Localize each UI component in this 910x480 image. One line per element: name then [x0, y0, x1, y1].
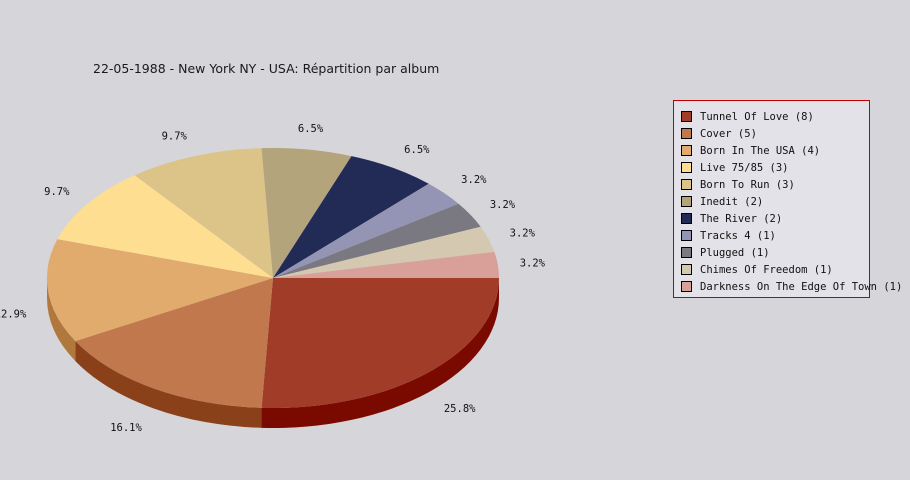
legend-item: Plugged (1)	[681, 244, 869, 261]
legend-item: Live 75/85 (3)	[681, 159, 869, 176]
pie-slice-6	[273, 156, 429, 278]
pie-label-10: 3.2%	[520, 258, 546, 270]
pie-slice-4	[134, 148, 273, 278]
legend-swatch	[681, 196, 692, 207]
legend-item: Inedit (2)	[681, 193, 869, 210]
pie-slice-10	[273, 251, 499, 278]
pie-slice-7	[273, 183, 459, 278]
legend-item: Tracks 4 (1)	[681, 227, 869, 244]
legend-label: Tunnel Of Love (8)	[700, 110, 814, 123]
pie-label-6: 6.5%	[404, 144, 430, 156]
pie-label-9: 3.2%	[510, 227, 536, 239]
pie-label-1: 16.1%	[110, 422, 142, 434]
pie-label-3: 9.7%	[44, 186, 70, 198]
legend-swatch	[681, 264, 692, 275]
pie-slice-2	[47, 239, 273, 342]
pie-side-2	[47, 278, 76, 362]
legend-label: The River (2)	[700, 212, 783, 225]
legend-swatch	[681, 247, 692, 258]
chart-title: 22-05-1988 - New York NY - USA: Répartit…	[93, 61, 440, 76]
pie-label-8: 3.2%	[490, 199, 516, 211]
legend-label: Cover (5)	[700, 127, 757, 140]
legend-item: The River (2)	[681, 210, 869, 227]
legend-label: Live 75/85 (3)	[700, 161, 789, 174]
pie-label-7: 3.2%	[461, 174, 487, 186]
legend-swatch	[681, 179, 692, 190]
pie-side-1	[75, 341, 262, 428]
legend-swatch	[681, 111, 692, 122]
legend-label: Born To Run (3)	[700, 178, 795, 191]
legend-item: Born To Run (3)	[681, 176, 869, 193]
pie-slice-9	[273, 226, 495, 278]
pie-label-2: 12.9%	[0, 308, 27, 320]
pie-slice-5	[261, 148, 352, 278]
pie-slice-1	[75, 278, 273, 408]
legend-label: Darkness On The Edge Of Town (1)	[700, 280, 903, 293]
pie-label-4: 9.7%	[162, 130, 188, 142]
pie-slice-0	[261, 278, 499, 408]
legend-swatch	[681, 213, 692, 224]
legend-item: Cover (5)	[681, 125, 869, 142]
legend-label: Chimes Of Freedom (1)	[700, 263, 833, 276]
legend-label: Born In The USA (4)	[700, 144, 821, 157]
legend-swatch	[681, 230, 692, 241]
pie-slice-8	[273, 203, 481, 278]
legend-swatch	[681, 145, 692, 156]
legend-item: Chimes Of Freedom (1)	[681, 261, 869, 278]
legend-label: Tracks 4 (1)	[700, 229, 776, 242]
legend-label: Plugged (1)	[700, 246, 770, 259]
legend-label: Inedit (2)	[700, 195, 764, 208]
pie-slice-3	[57, 175, 273, 278]
legend-swatch	[681, 281, 692, 292]
pie-side-0	[261, 278, 499, 429]
legend: Tunnel Of Love (8) Cover (5) Born In The U…	[673, 100, 902, 298]
legend-swatch	[681, 128, 692, 139]
legend-item: Tunnel Of Love (8)	[681, 108, 869, 125]
legend-item: Darkness On The Edge Of Town (1)	[681, 278, 902, 295]
legend-swatch	[681, 162, 692, 173]
legend-item: Born In The USA (4)	[681, 142, 869, 159]
pie-label-5: 6.5%	[298, 123, 324, 135]
pie-label-0: 25.8%	[444, 403, 476, 415]
